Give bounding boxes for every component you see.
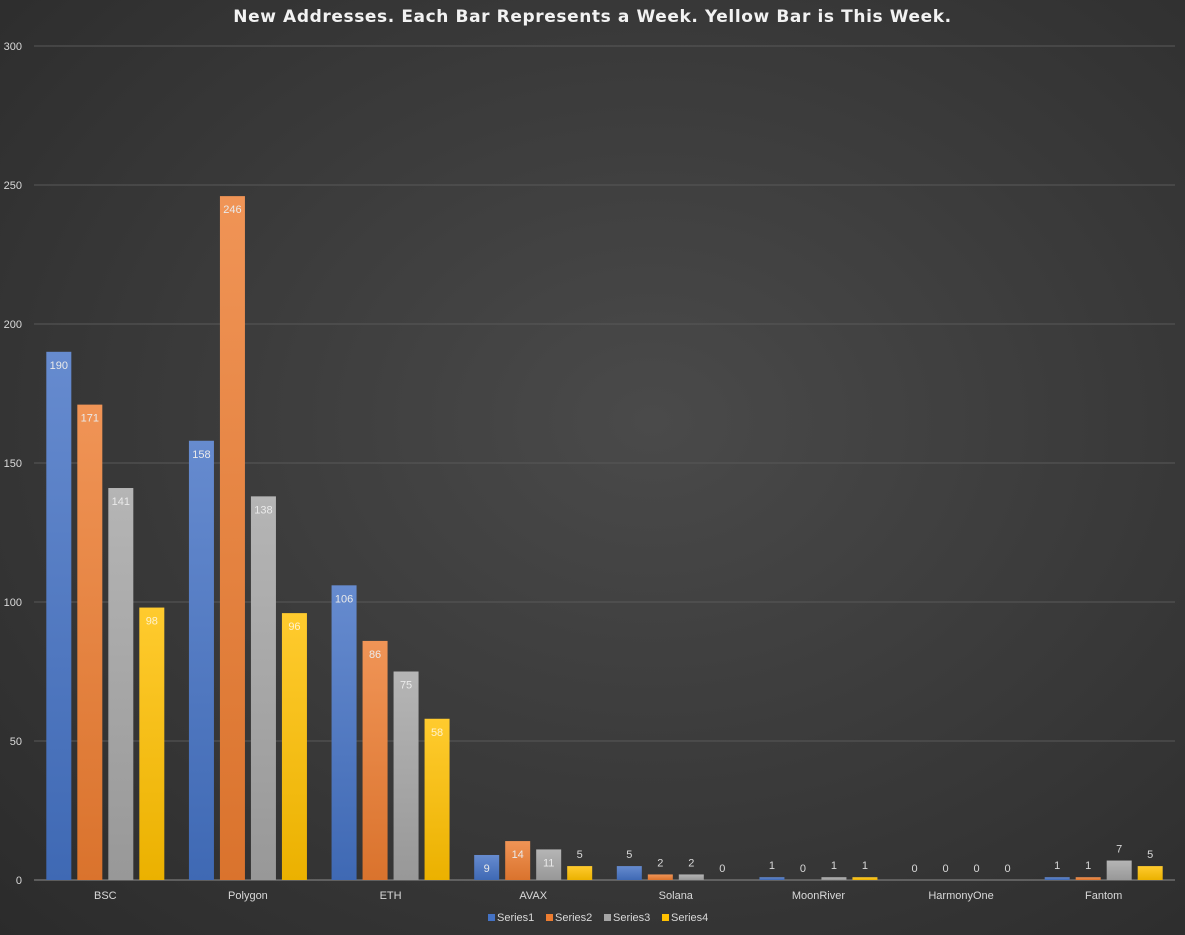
bar-series3-avax: [536, 849, 562, 880]
x-tick-label: Fantom: [1085, 890, 1122, 902]
data-label: 86: [369, 649, 381, 661]
legend-label: Series4: [671, 912, 708, 924]
bar-series2-fantom: [1075, 877, 1101, 880]
bar-series3-fantom: [1106, 860, 1132, 880]
legend-label: Series2: [555, 912, 592, 924]
data-label: 5: [577, 849, 583, 861]
data-label: 7: [1116, 844, 1122, 856]
data-label: 138: [254, 504, 272, 516]
bar-series3-solana: [678, 874, 704, 880]
x-tick-label: Solana: [659, 890, 694, 902]
bar-series2-eth: [362, 640, 388, 880]
bar-series1-eth: [331, 585, 357, 880]
bar-series1-fantom: [1044, 877, 1070, 880]
bar-series2-bsc: [77, 404, 103, 880]
data-label: 58: [431, 727, 443, 739]
bar-series1-solana: [616, 866, 642, 880]
x-tick-label: HarmonyOne: [928, 890, 993, 902]
data-label: 1: [1085, 860, 1091, 872]
data-label: 1: [831, 860, 837, 872]
data-label: 2: [657, 857, 663, 869]
data-label: 0: [800, 863, 806, 875]
legend-swatch: [604, 914, 611, 921]
bar-series1-bsc: [46, 351, 72, 880]
data-label: 11: [543, 857, 554, 869]
data-label: 2: [688, 857, 694, 869]
legend-swatch: [662, 914, 669, 921]
bar-series3-polygon: [250, 496, 276, 880]
bar-series3-bsc: [108, 488, 134, 880]
data-label: 106: [335, 593, 353, 605]
y-tick-label: 250: [4, 180, 22, 192]
data-label: 0: [1005, 863, 1011, 875]
bar-series2-polygon: [219, 196, 245, 880]
data-label: 0: [912, 863, 918, 875]
bar-series1-moonriver: [759, 877, 785, 880]
y-tick-label: 0: [16, 875, 22, 887]
x-tick-label: MoonRiver: [792, 890, 846, 902]
x-tick-label: ETH: [380, 890, 402, 902]
bar-series3-moonriver: [821, 877, 847, 880]
data-label: 1: [862, 860, 868, 872]
data-label: 96: [288, 621, 300, 633]
y-tick-label: 150: [4, 458, 22, 470]
bar-series4-moonriver: [852, 877, 878, 880]
chart-title: New Addresses. Each Bar Represents a Wee…: [233, 7, 952, 27]
bar-series3-eth: [393, 671, 419, 880]
y-tick-label: 50: [10, 736, 22, 748]
legend-swatch: [488, 914, 495, 921]
data-label: 158: [192, 449, 210, 461]
y-tick-label: 300: [4, 41, 22, 53]
bar-series4-polygon: [281, 613, 307, 880]
y-tick-label: 200: [4, 319, 22, 331]
y-tick-label: 100: [4, 597, 22, 609]
data-label: 14: [512, 849, 524, 861]
data-label: 171: [81, 413, 99, 425]
bar-series4-eth: [424, 718, 450, 880]
bar-series1-avax: [474, 854, 500, 880]
bar-series2-solana: [647, 874, 673, 880]
data-label: 0: [943, 863, 949, 875]
legend-label: Series1: [497, 912, 534, 924]
data-label: 141: [112, 496, 130, 508]
data-label: 190: [50, 360, 68, 372]
legend-swatch: [546, 914, 553, 921]
data-label: 246: [223, 204, 241, 216]
data-label: 5: [626, 849, 632, 861]
data-label: 0: [974, 863, 980, 875]
data-label: 5: [1147, 849, 1153, 861]
legend-label: Series3: [613, 912, 650, 924]
data-label: 1: [769, 860, 775, 872]
bar-series1-polygon: [188, 440, 214, 880]
bar-series4-avax: [567, 866, 593, 880]
data-label: 98: [146, 616, 158, 628]
bar-series4-fantom: [1137, 866, 1163, 880]
bar-series4-bsc: [139, 607, 165, 880]
x-tick-label: BSC: [94, 890, 117, 902]
bar-series2-avax: [505, 841, 531, 880]
x-tick-label: Polygon: [228, 890, 268, 902]
data-label: 9: [484, 863, 490, 875]
data-label: 1: [1054, 860, 1060, 872]
data-label: 0: [719, 863, 725, 875]
x-tick-label: AVAX: [519, 890, 547, 902]
data-label: 75: [400, 680, 412, 692]
